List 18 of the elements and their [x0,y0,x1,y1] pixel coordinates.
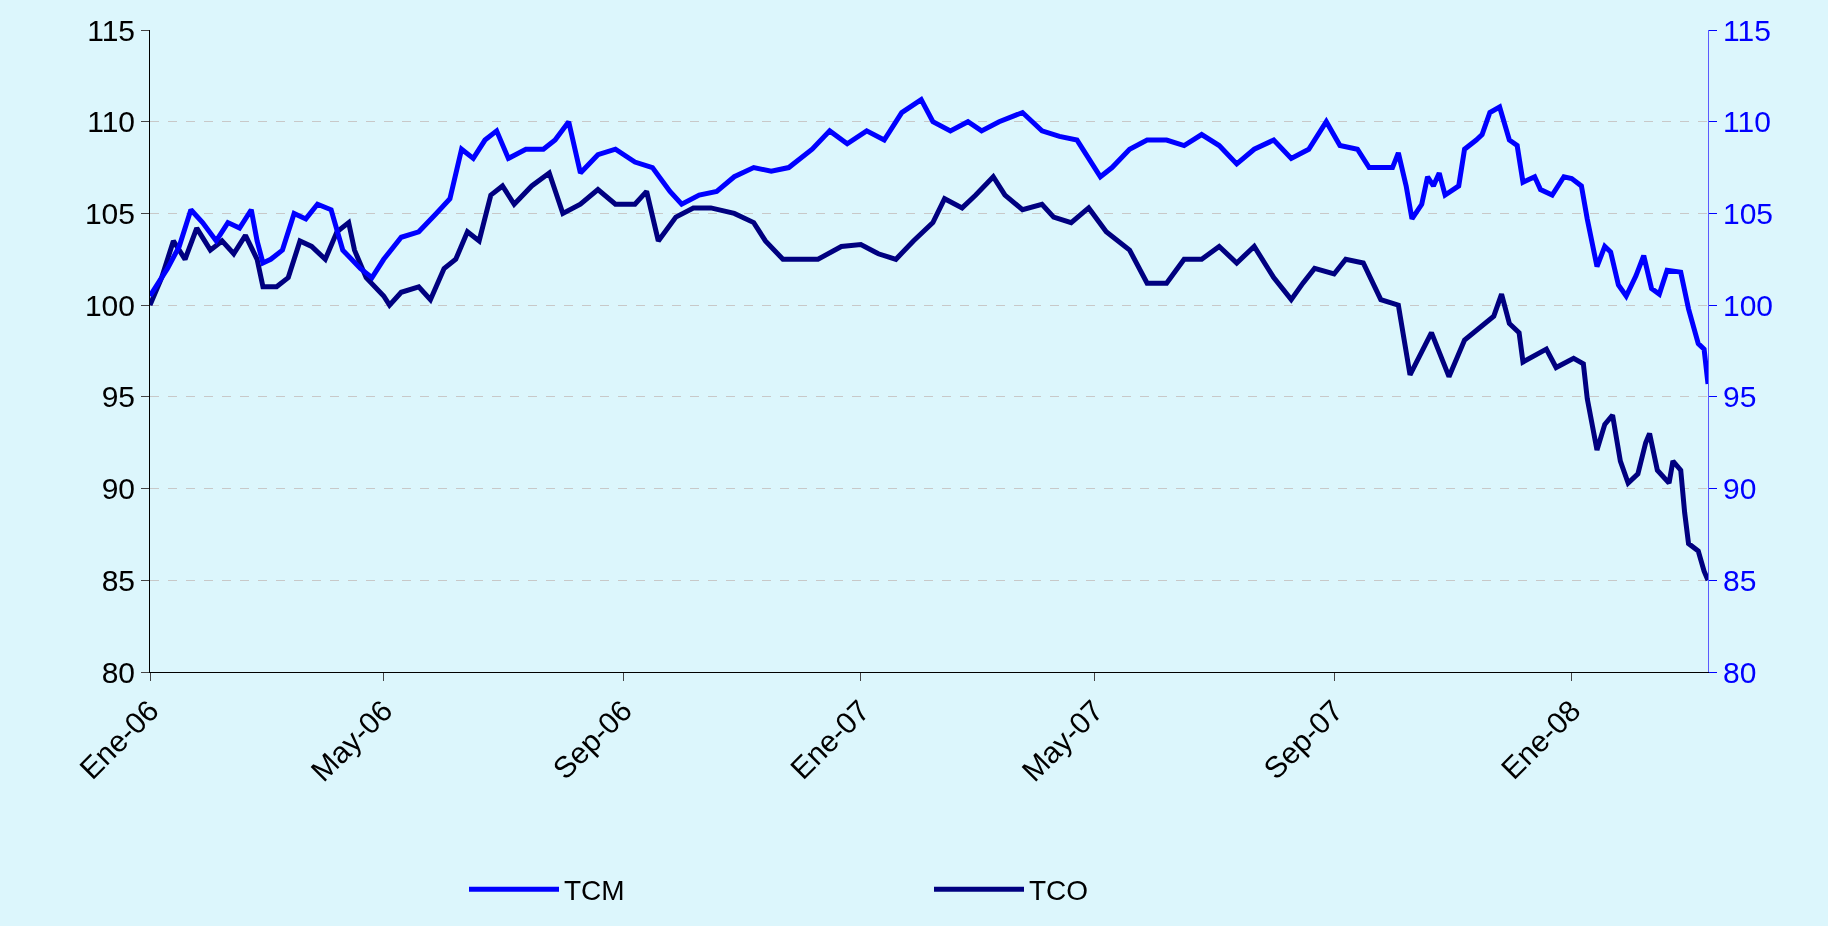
y-tick-label: 100 [84,288,135,322]
y2-tick-label: 100 [1723,288,1774,322]
y2-tick-label: 105 [1723,196,1774,230]
y2-tick-label: 80 [1723,655,1757,689]
legend-label: TCO [1029,875,1089,907]
y2-tick-label: 85 [1723,563,1757,597]
y-tick-label: 80 [101,655,135,689]
y-tick-label: 115 [87,13,135,47]
y2-tick-label: 110 [1723,105,1771,139]
legend-label: TCM [564,875,625,907]
y-tick-label: 110 [87,105,135,139]
y2-tick-label: 95 [1723,380,1757,414]
y-tick-label: 105 [84,196,135,230]
y-tick-label: 90 [101,472,135,506]
y2-tick-label: 115 [1723,13,1771,47]
y2-tick-label: 90 [1723,472,1757,506]
y-tick-label: 85 [101,563,135,597]
y-tick-label: 95 [101,380,135,414]
